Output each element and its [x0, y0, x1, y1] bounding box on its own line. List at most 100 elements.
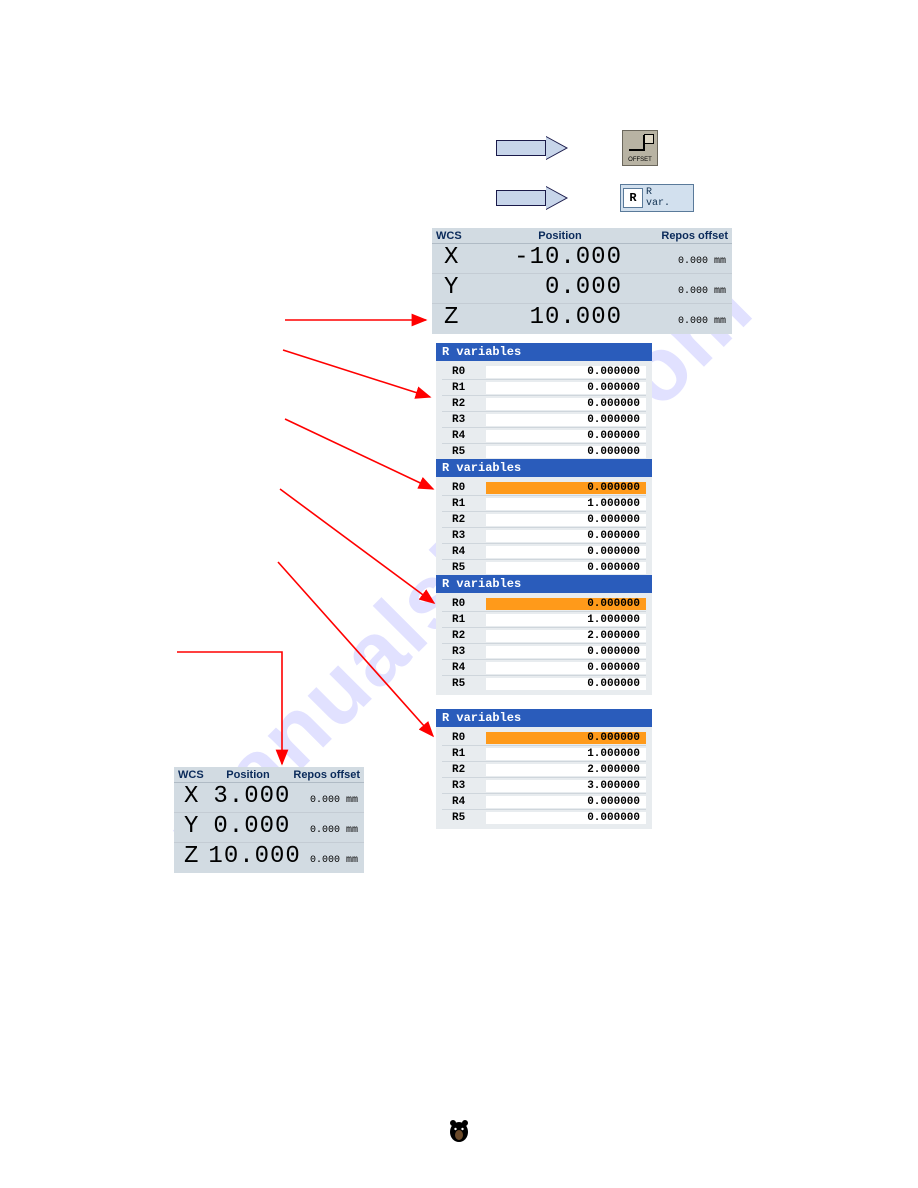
- rvar-row: R50.000000: [442, 810, 646, 826]
- rvar-value[interactable]: 0.000000: [486, 398, 646, 410]
- rvar-value[interactable]: 0.000000: [486, 678, 646, 690]
- rvar-row: R30.000000: [442, 412, 646, 428]
- axis-label: Y: [436, 274, 492, 301]
- rvar-name: R2: [442, 764, 486, 776]
- position-value: -10.000: [492, 244, 628, 271]
- offset-icon-label: OFFSET: [628, 157, 652, 163]
- rvar-row: R33.000000: [442, 778, 646, 794]
- position-row: Y0.0000.000 mm: [174, 813, 364, 843]
- rvar-row: R40.000000: [442, 660, 646, 676]
- repos-offset-value: 0.000 mm: [307, 855, 360, 866]
- rvar-name: R3: [442, 780, 486, 792]
- rvar-row: R22.000000: [442, 628, 646, 644]
- rvar-value[interactable]: 1.000000: [486, 498, 646, 510]
- rvar-name: R1: [442, 498, 486, 510]
- rvar-row: R00.000000: [442, 364, 646, 380]
- rvar-name: R3: [442, 646, 486, 658]
- rvar-icon: R: [623, 188, 643, 208]
- rvar-name: R4: [442, 546, 486, 558]
- rvar-value[interactable]: 0.000000: [486, 382, 646, 394]
- rvar-value[interactable]: 0.000000: [486, 446, 646, 458]
- rvar-name: R5: [442, 678, 486, 690]
- axis-label: Y: [178, 813, 213, 840]
- rvar-name: R0: [442, 482, 486, 494]
- rvar-softkey[interactable]: R R var.: [620, 184, 694, 212]
- rvar-name: R2: [442, 630, 486, 642]
- rvar-row: R11.000000: [442, 746, 646, 762]
- rvar-value[interactable]: 0.000000: [486, 662, 646, 674]
- rvar-row: R00.000000: [442, 596, 646, 612]
- position-row: Z10.0000.000 mm: [432, 304, 732, 334]
- position-row: X3.0000.000 mm: [174, 783, 364, 813]
- rvar-row: R10.000000: [442, 380, 646, 396]
- rvar-row: R50.000000: [442, 560, 646, 576]
- rvar-value[interactable]: 0.000000: [486, 598, 646, 610]
- pos-hdr-position: Position: [492, 230, 628, 242]
- rvar-row: R30.000000: [442, 644, 646, 660]
- repos-offset-value: 0.000 mm: [628, 286, 728, 297]
- rvar-value[interactable]: 0.000000: [486, 732, 646, 744]
- rvar-row: R11.000000: [442, 496, 646, 512]
- axis-label: X: [178, 783, 213, 810]
- rvar-panel: R variablesR00.000000R11.000000R22.00000…: [436, 575, 652, 695]
- position-value: 0.000: [492, 274, 628, 301]
- position-panel-top: WCS Position Repos offset X-10.0000.000 …: [432, 228, 732, 334]
- pos-hdr-repos: Repos offset: [270, 769, 360, 781]
- rvar-value[interactable]: 0.000000: [486, 530, 646, 542]
- axis-label: Z: [436, 304, 492, 331]
- rvar-value[interactable]: 1.000000: [486, 748, 646, 760]
- rvar-row: R40.000000: [442, 544, 646, 560]
- pos-hdr-repos: Repos offset: [628, 230, 728, 242]
- rvar-name: R5: [442, 812, 486, 824]
- rvar-name: R5: [442, 446, 486, 458]
- nav-arrow-rvar: [496, 186, 570, 210]
- position-row: Y0.0000.000 mm: [432, 274, 732, 304]
- rvar-name: R0: [442, 732, 486, 744]
- rvar-value[interactable]: 0.000000: [486, 514, 646, 526]
- rvar-row: R50.000000: [442, 676, 646, 692]
- rvar-value[interactable]: 0.000000: [486, 646, 646, 658]
- bear-logo-icon: [448, 1118, 470, 1144]
- rvar-panel-header: R variables: [436, 709, 652, 727]
- position-value: 3.000: [213, 783, 296, 810]
- rvar-name: R4: [442, 796, 486, 808]
- rvar-name: R3: [442, 530, 486, 542]
- rvar-value[interactable]: 1.000000: [486, 614, 646, 626]
- position-panel-bottom: WCS Position Repos offset X3.0000.000 mm…: [174, 767, 364, 873]
- rvar-name: R1: [442, 748, 486, 760]
- rvar-panel-header: R variables: [436, 459, 652, 477]
- pos-hdr-wcs: WCS: [178, 769, 226, 781]
- rvar-value[interactable]: 0.000000: [486, 430, 646, 442]
- repos-offset-value: 0.000 mm: [628, 256, 728, 267]
- offset-icon[interactable]: OFFSET: [622, 130, 658, 166]
- rvar-value[interactable]: 3.000000: [486, 780, 646, 792]
- rvar-value[interactable]: 0.000000: [486, 546, 646, 558]
- rvar-panel: R variablesR00.000000R11.000000R20.00000…: [436, 459, 652, 579]
- rvar-panel: R variablesR00.000000R10.000000R20.00000…: [436, 343, 652, 463]
- rvar-row: R40.000000: [442, 794, 646, 810]
- rvar-row: R40.000000: [442, 428, 646, 444]
- rvar-value[interactable]: 0.000000: [486, 562, 646, 574]
- rvar-value[interactable]: 2.000000: [486, 764, 646, 776]
- rvar-row: R20.000000: [442, 512, 646, 528]
- position-value: 0.000: [213, 813, 296, 840]
- rvar-value[interactable]: 0.000000: [486, 414, 646, 426]
- axis-label: X: [436, 244, 492, 271]
- rvar-value[interactable]: 0.000000: [486, 796, 646, 808]
- rvar-value[interactable]: 0.000000: [486, 482, 646, 494]
- nav-arrow-offset: [496, 136, 570, 160]
- rvar-value[interactable]: 2.000000: [486, 630, 646, 642]
- rvar-softkey-label: R var.: [646, 187, 670, 209]
- rvar-row: R00.000000: [442, 480, 646, 496]
- position-row: X-10.0000.000 mm: [432, 244, 732, 274]
- rvar-name: R4: [442, 430, 486, 442]
- repos-offset-value: 0.000 mm: [628, 316, 728, 327]
- rvar-row: R20.000000: [442, 396, 646, 412]
- position-value: 10.000: [492, 304, 628, 331]
- rvar-value[interactable]: 0.000000: [486, 366, 646, 378]
- repos-offset-value: 0.000 mm: [296, 795, 360, 806]
- rvar-name: R5: [442, 562, 486, 574]
- rvar-name: R1: [442, 382, 486, 394]
- rvar-panel-header: R variables: [436, 575, 652, 593]
- rvar-value[interactable]: 0.000000: [486, 812, 646, 824]
